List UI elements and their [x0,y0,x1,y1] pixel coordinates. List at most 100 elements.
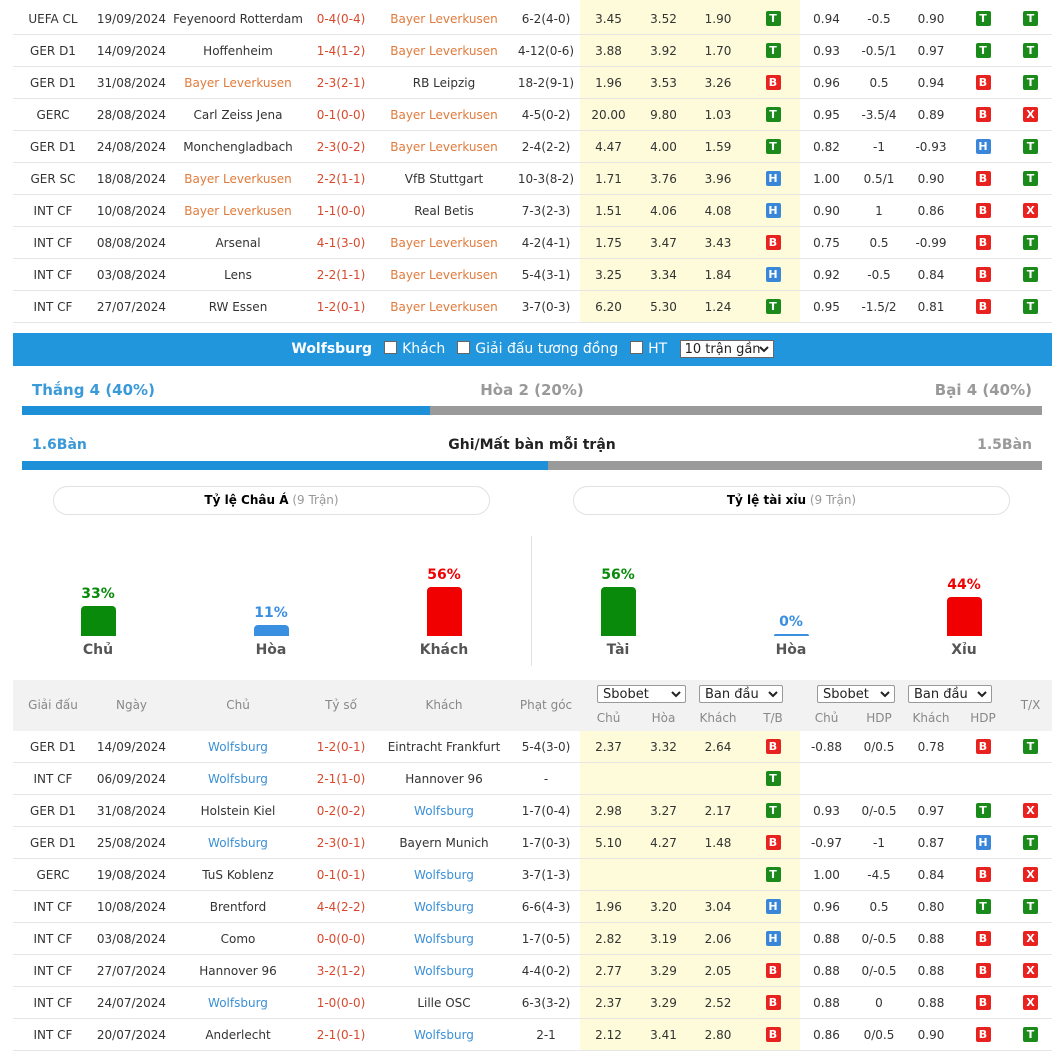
table-cell: 2.12 [595,1028,622,1042]
table-cell: 4.08 [704,204,732,218]
category-label: Hòa [775,642,807,658]
table-row [13,827,1052,859]
table-cell: 20/07/2024 [96,1028,167,1042]
table-cell: 2-1(1-0) [316,772,366,786]
result-badge: B [975,931,991,946]
table-cell: 0-1(0-0) [316,108,366,122]
table-cell: 6.20 [595,300,622,314]
table-cell: 0.94 [917,76,945,90]
table-cell: Wolfsburg [414,900,474,914]
select-text: Sbobet [823,687,869,702]
table-cell: Wolfsburg [208,772,268,786]
table-row [13,195,1052,227]
pill-count: (9 Trận) [809,493,857,507]
table-cell: 0.88 [917,932,945,946]
table-cell: GER D1 [30,76,76,90]
table-cell: 2.17 [704,804,732,818]
table-cell: 2.82 [595,932,622,946]
table-cell: 2.80 [704,1028,732,1042]
draw-label: Hòa 2 (20%) [480,381,584,399]
table-cell: 3-2(1-2) [316,964,366,978]
table-row [13,3,1052,35]
table-cell: 2.64 [704,740,732,754]
table-cell: Bayer Leverkusen [184,204,292,218]
column-header: Phạt góc [519,698,573,712]
table-cell: Wolfsburg [414,868,474,882]
table-cell: 0.89 [917,108,945,122]
table-cell: Hoffenheim [203,44,273,58]
result-badge: T [765,43,781,58]
table-cell: Wolfsburg [414,1028,474,1042]
select[interactable]: Ban đầu [699,685,783,703]
table-cell: Eintracht Frankfurt [387,740,501,754]
record-bar [22,406,1042,415]
result-badge: B [975,1027,991,1042]
option[interactable]: Khách [402,341,446,357]
select[interactable]: Sbobet [817,685,895,703]
table-cell: INT CF [33,996,73,1010]
goals-against: 1.5Bàn [977,437,1032,453]
odds-highlight [580,731,800,1051]
table-cell: 0.90 [813,204,840,218]
pill-title: Tỷ lệ Châu Á [204,493,289,507]
table-cell: 2-2(1-1) [316,268,366,282]
table-row [13,99,1052,131]
table-cell: 2-3(2-1) [316,76,366,90]
table-cell: 3.27 [650,804,677,818]
table-cell: 0.93 [813,804,840,818]
result-badge: H [975,139,991,154]
table-cell: 1.00 [813,868,840,882]
result-badge: H [765,931,781,946]
table-cell: 27/07/2024 [96,300,167,314]
result-badge: T [765,139,781,154]
table-cell: GER D1 [30,44,76,58]
win-label: Thắng 4 (40%) [32,381,155,399]
category-label: Hòa [255,642,287,658]
table-cell: 08/08/2024 [96,236,167,250]
table-cell: - [543,772,549,786]
table-cell: Wolfsburg [208,740,268,754]
select[interactable]: Sbobet [597,685,686,703]
result-badge: X [1023,963,1038,978]
table-cell: Wolfsburg [208,836,268,850]
table-cell: 2-2(1-1) [316,172,366,186]
result-badge: T [975,899,991,914]
result-badge: T [765,867,781,882]
result-badge: T [1023,11,1038,26]
result-badge: B [975,203,991,218]
table-row [13,891,1052,923]
checkbox[interactable] [384,341,398,354]
table-cell: -0.93 [915,140,947,154]
table-cell: 1.84 [704,268,732,282]
team-name: Wolfsburg [291,341,373,357]
table-cell: 0.84 [917,868,945,882]
pill-count: (9 Trận) [292,493,339,507]
table-cell: 2.37 [595,740,622,754]
category-label: Khách [419,642,469,658]
select[interactable]: 10 trận gần [679,340,774,358]
table-cell: 2.98 [595,804,622,818]
table-cell: Feyenoord Rotterdam [173,12,303,26]
table-cell: INT CF [33,1028,73,1042]
option[interactable]: HT [648,341,668,357]
table-cell: 1-7(0-4) [521,804,571,818]
result-badge: B [765,995,781,1010]
checkbox[interactable] [457,341,471,354]
checkbox[interactable] [630,341,644,354]
table-cell: 1-2(0-1) [316,300,366,314]
table-cell: 4.06 [650,204,677,218]
table-cell: 0.97 [917,44,945,58]
table-cell: 3.32 [650,740,677,754]
table-cell: 1-2(0-1) [316,740,366,754]
result-badge: X [1023,803,1038,818]
table-cell: INT CF [33,772,73,786]
table-cell: 1.96 [595,900,622,914]
select[interactable]: Ban đầu [908,685,992,703]
bar [773,634,809,636]
column-header: Ngày [115,698,148,712]
table-cell: Lille OSC [417,996,471,1010]
result-badge: T [1023,899,1038,914]
table-cell: GER D1 [30,836,76,850]
option[interactable]: Giải đấu tương đồng [475,341,619,357]
result-badge: H [765,899,781,914]
